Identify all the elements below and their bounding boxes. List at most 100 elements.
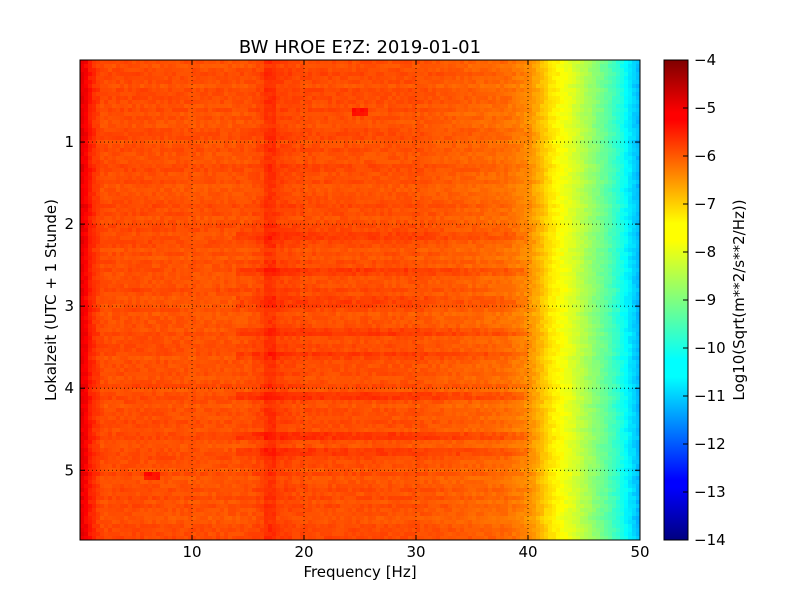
heatmap-cell [480, 164, 485, 169]
heatmap-cell [92, 168, 97, 173]
heatmap-cell [108, 136, 113, 141]
heatmap-cell [256, 144, 261, 149]
heatmap-cell [500, 92, 505, 97]
heatmap-cell [608, 196, 613, 201]
heatmap-cell [124, 112, 129, 117]
heatmap-cell [496, 88, 501, 93]
heatmap-cell [236, 64, 241, 69]
heatmap-cell [100, 172, 105, 177]
heatmap-cell [432, 196, 437, 201]
heatmap-cell [144, 76, 149, 81]
heatmap-cell [496, 124, 501, 129]
heatmap-cell [368, 64, 373, 69]
heatmap-cell [116, 92, 121, 97]
heatmap-cell [152, 112, 157, 117]
heatmap-cell [380, 196, 385, 201]
heatmap-cell [504, 192, 509, 197]
heatmap-cell [492, 72, 497, 77]
heatmap-cell [552, 84, 557, 89]
heatmap-cell [328, 72, 333, 77]
heatmap-cell [96, 120, 101, 125]
heatmap-cell [232, 132, 237, 137]
heatmap-cell [456, 180, 461, 185]
heatmap-cell [464, 76, 469, 81]
heatmap-cell [356, 60, 361, 65]
heatmap-cell [568, 92, 573, 97]
heatmap-cell [408, 148, 413, 153]
heatmap-cell [360, 80, 365, 85]
heatmap-cell [288, 192, 293, 197]
heatmap-cell [532, 128, 537, 133]
heatmap-cell [236, 116, 241, 121]
heatmap-cell [396, 132, 401, 137]
heatmap-cell [168, 132, 173, 137]
heatmap-cell [256, 100, 261, 105]
heatmap-cell [440, 144, 445, 149]
heatmap-cell [444, 156, 449, 161]
heatmap-cell [356, 104, 361, 109]
heatmap-cell [316, 156, 321, 161]
heatmap-cell [108, 168, 113, 173]
heatmap-cell [312, 144, 317, 149]
heatmap-cell [180, 124, 185, 129]
heatmap-cell [360, 192, 365, 197]
heatmap-cell [184, 112, 189, 117]
heatmap-cell [352, 96, 357, 101]
heatmap-cell [620, 180, 625, 185]
heatmap-cell [192, 192, 197, 197]
heatmap-cell [196, 88, 201, 93]
heatmap-cell [196, 176, 201, 181]
heatmap-cell [232, 128, 237, 133]
heatmap-cell [148, 164, 153, 169]
heatmap-cell [488, 80, 493, 85]
heatmap-cell [632, 164, 637, 169]
heatmap-cell [356, 76, 361, 81]
heatmap-cell [520, 192, 525, 197]
heatmap-cell [360, 160, 365, 165]
heatmap-cell [240, 132, 245, 137]
heatmap-cell [612, 76, 617, 81]
heatmap-cell [584, 120, 589, 125]
heatmap-cell [376, 116, 381, 121]
heatmap-cell [420, 188, 425, 193]
heatmap-cell [212, 172, 217, 177]
heatmap-cell [584, 96, 589, 101]
heatmap-cell [480, 168, 485, 173]
heatmap-cell [216, 72, 221, 77]
heatmap-cell [124, 84, 129, 89]
heatmap-cell [436, 80, 441, 85]
heatmap-cell [328, 88, 333, 93]
heatmap-cell [528, 180, 533, 185]
heatmap-cell [312, 108, 317, 113]
heatmap-cell [364, 96, 369, 101]
heatmap-cell [408, 88, 413, 93]
heatmap-cell [356, 64, 361, 69]
heatmap-cell [600, 64, 605, 69]
heatmap-cell [332, 132, 337, 137]
heatmap-cell [612, 128, 617, 133]
heatmap-cell [296, 72, 301, 77]
heatmap-cell [532, 104, 537, 109]
heatmap-cell [96, 196, 101, 201]
heatmap-cell [108, 180, 113, 185]
heatmap-cell [96, 92, 101, 97]
heatmap-cell [284, 112, 289, 117]
heatmap-cell [380, 108, 385, 113]
heatmap-cell [368, 128, 373, 133]
heatmap-cell [268, 104, 273, 109]
heatmap-cell [336, 156, 341, 161]
heatmap-cell [496, 116, 501, 121]
heatmap-cell [88, 152, 93, 157]
heatmap-cell [340, 88, 345, 93]
heatmap-cell [376, 100, 381, 105]
heatmap-cell [420, 92, 425, 97]
heatmap-cell [584, 144, 589, 149]
heatmap-cell [296, 188, 301, 193]
heatmap-cell [436, 60, 441, 65]
heatmap-cell [508, 88, 513, 93]
heatmap-cell [256, 124, 261, 129]
heatmap-cell [108, 160, 113, 165]
heatmap-cell [632, 168, 637, 173]
heatmap-cell [488, 192, 493, 197]
heatmap-cell [616, 120, 621, 125]
